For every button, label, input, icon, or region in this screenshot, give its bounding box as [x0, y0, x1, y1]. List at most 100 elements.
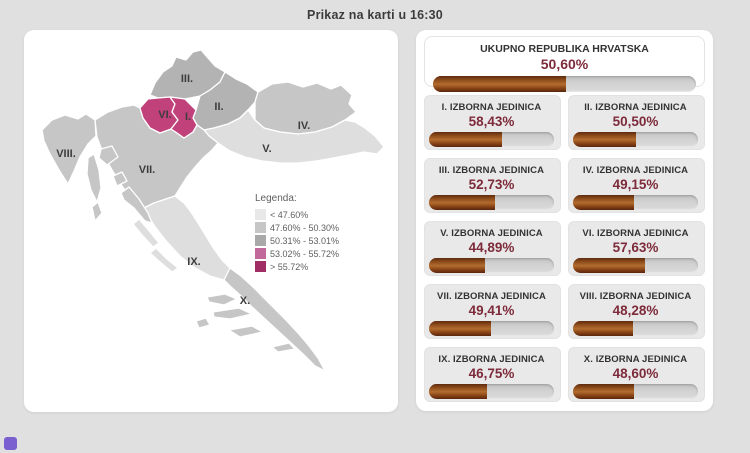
- map-panel: I. II. III. IV. V. VI. VII. VIII. IX. X. Legenda:…: [24, 30, 398, 412]
- district-card-value: 46,75%: [468, 366, 515, 381]
- legend-rows: < 47.60% 47.60% - 50.30% 50.31% - 53.01%…: [255, 208, 339, 273]
- map-region-label-IX: IX.: [187, 256, 200, 268]
- legend-title: Legenda:: [255, 193, 297, 204]
- map-region-X[interactable]: [223, 267, 326, 372]
- district-progress-bar: [573, 384, 698, 399]
- district-card: IV. IZBORNA JEDINICA 49,15%: [568, 158, 705, 213]
- district-card: VIII. IZBORNA JEDINICA 48,28%: [568, 284, 705, 339]
- legend-item: < 47.60%: [255, 208, 339, 221]
- legend-item-label: < 47.60%: [270, 209, 309, 220]
- total-progress-bar: [433, 76, 696, 92]
- district-bar-fill: [573, 321, 634, 336]
- district-bar-fill: [573, 132, 637, 147]
- widget-button[interactable]: [4, 437, 17, 450]
- district-bar-fill: [429, 321, 491, 336]
- page-title: Prikaz na karti u 16:30: [307, 8, 443, 22]
- district-card-value: 57,63%: [612, 240, 659, 255]
- district-card: VI. IZBORNA JEDINICA 57,63%: [568, 221, 705, 276]
- district-progress-bar: [573, 258, 698, 273]
- map-island: [132, 218, 160, 248]
- map-island: [120, 186, 153, 224]
- district-bar-fill: [573, 258, 646, 273]
- map-legend: Legenda: < 47.60% 47.60% - 50.30% 50.31%…: [255, 193, 339, 273]
- district-card-value: 48,60%: [612, 366, 659, 381]
- district-progress-bar: [429, 321, 554, 336]
- map-island: [86, 153, 102, 203]
- legend-swatch: [255, 209, 266, 220]
- total-card-value: 50,60%: [540, 56, 589, 72]
- map-island: [195, 317, 211, 329]
- district-progress-bar: [429, 258, 554, 273]
- district-card-value: 49,41%: [468, 303, 515, 318]
- map-region-V[interactable]: [203, 109, 385, 164]
- district-card-value: 49,15%: [612, 177, 659, 192]
- map-island: [91, 201, 103, 222]
- district-card-title: VII. IZBORNA JEDINICA: [437, 291, 546, 302]
- district-card-grid: I. IZBORNA JEDINICA 58,43% II. IZBORNA J…: [424, 95, 705, 402]
- map-region-IX[interactable]: [139, 195, 231, 281]
- map-region-label-II: II.: [214, 101, 223, 113]
- district-card-title: I. IZBORNA JEDINICA: [441, 102, 542, 113]
- district-card: III. IZBORNA JEDINICA 52,73%: [424, 158, 561, 213]
- legend-item-label: > 55.72%: [270, 261, 309, 272]
- district-card-value: 44,89%: [468, 240, 515, 255]
- district-card: VII. IZBORNA JEDINICA 49,41%: [424, 284, 561, 339]
- map-region-label-III: III.: [181, 73, 193, 85]
- map-region-label-VI: VI.: [158, 109, 171, 121]
- map-island: [112, 171, 128, 187]
- district-progress-bar: [573, 132, 698, 147]
- district-card-title: VI. IZBORNA JEDINICA: [582, 228, 689, 239]
- district-card-value: 58,43%: [468, 114, 515, 129]
- district-card-title: V. IZBORNA JEDINICA: [440, 228, 543, 239]
- legend-swatch: [255, 261, 266, 272]
- map-island: [228, 325, 264, 338]
- map-region-label-V: V.: [262, 143, 271, 155]
- district-progress-bar: [429, 132, 554, 147]
- district-card: IX. IZBORNA JEDINICA 46,75%: [424, 347, 561, 402]
- map-region-labels: I. II. III. IV. V. VI. VII. VIII. IX. X.: [56, 73, 310, 307]
- district-bar-fill: [429, 195, 495, 210]
- map-region-label-VIII: VIII.: [56, 148, 76, 160]
- map-region-I[interactable]: [169, 96, 198, 139]
- legend-item: 47.60% - 50.30%: [255, 221, 339, 234]
- district-card-title: X. IZBORNA JEDINICA: [583, 354, 688, 365]
- map-island: [271, 342, 296, 353]
- district-card-title: IX. IZBORNA JEDINICA: [438, 354, 545, 365]
- district-card: X. IZBORNA JEDINICA 48,60%: [568, 347, 705, 402]
- results-panel: UKUPNO REPUBLIKA HRVATSKA 50,60% I. IZBO…: [416, 30, 713, 411]
- legend-item-label: 50.31% - 53.01%: [270, 235, 340, 246]
- district-bar-fill: [573, 384, 634, 399]
- legend-swatch: [255, 248, 266, 259]
- district-card-value: 48,28%: [612, 303, 659, 318]
- district-progress-bar: [429, 384, 554, 399]
- district-bar-fill: [429, 384, 488, 399]
- map-island: [149, 247, 179, 273]
- croatia-map: I. II. III. IV. V. VI. VII. VIII. IX. X.: [41, 49, 385, 372]
- district-progress-bar: [573, 321, 698, 336]
- legend-item-label: 47.60% - 50.30%: [270, 222, 340, 233]
- district-card-title: II. IZBORNA JEDINICA: [584, 102, 687, 113]
- legend-item: > 55.72%: [255, 260, 339, 273]
- district-progress-bar: [429, 195, 554, 210]
- total-card-title: UKUPNO REPUBLIKA HRVATSKA: [480, 43, 649, 55]
- district-bar-fill: [429, 132, 503, 147]
- total-bar-fill: [433, 76, 567, 92]
- district-bar-fill: [429, 258, 486, 273]
- map-region-VIII[interactable]: [41, 113, 97, 185]
- legend-item: 50.31% - 53.01%: [255, 234, 339, 247]
- map-region-label-VII: VII.: [139, 164, 156, 176]
- district-bar-fill: [573, 195, 635, 210]
- legend-item: 53.02% - 55.72%: [255, 247, 339, 260]
- district-card-title: IV. IZBORNA JEDINICA: [582, 165, 689, 176]
- legend-swatch: [255, 222, 266, 233]
- district-card-value: 52,73%: [468, 177, 515, 192]
- district-card: I. IZBORNA JEDINICA 58,43%: [424, 95, 561, 150]
- map-island: [98, 145, 119, 166]
- map-island: [206, 293, 238, 306]
- district-card: II. IZBORNA JEDINICA 50,50%: [568, 95, 705, 150]
- district-card: V. IZBORNA JEDINICA 44,89%: [424, 221, 561, 276]
- district-progress-bar: [573, 195, 698, 210]
- district-card-title: III. IZBORNA JEDINICA: [438, 165, 545, 176]
- total-card: UKUPNO REPUBLIKA HRVATSKA 50,60%: [424, 36, 705, 92]
- map-island: [212, 307, 253, 320]
